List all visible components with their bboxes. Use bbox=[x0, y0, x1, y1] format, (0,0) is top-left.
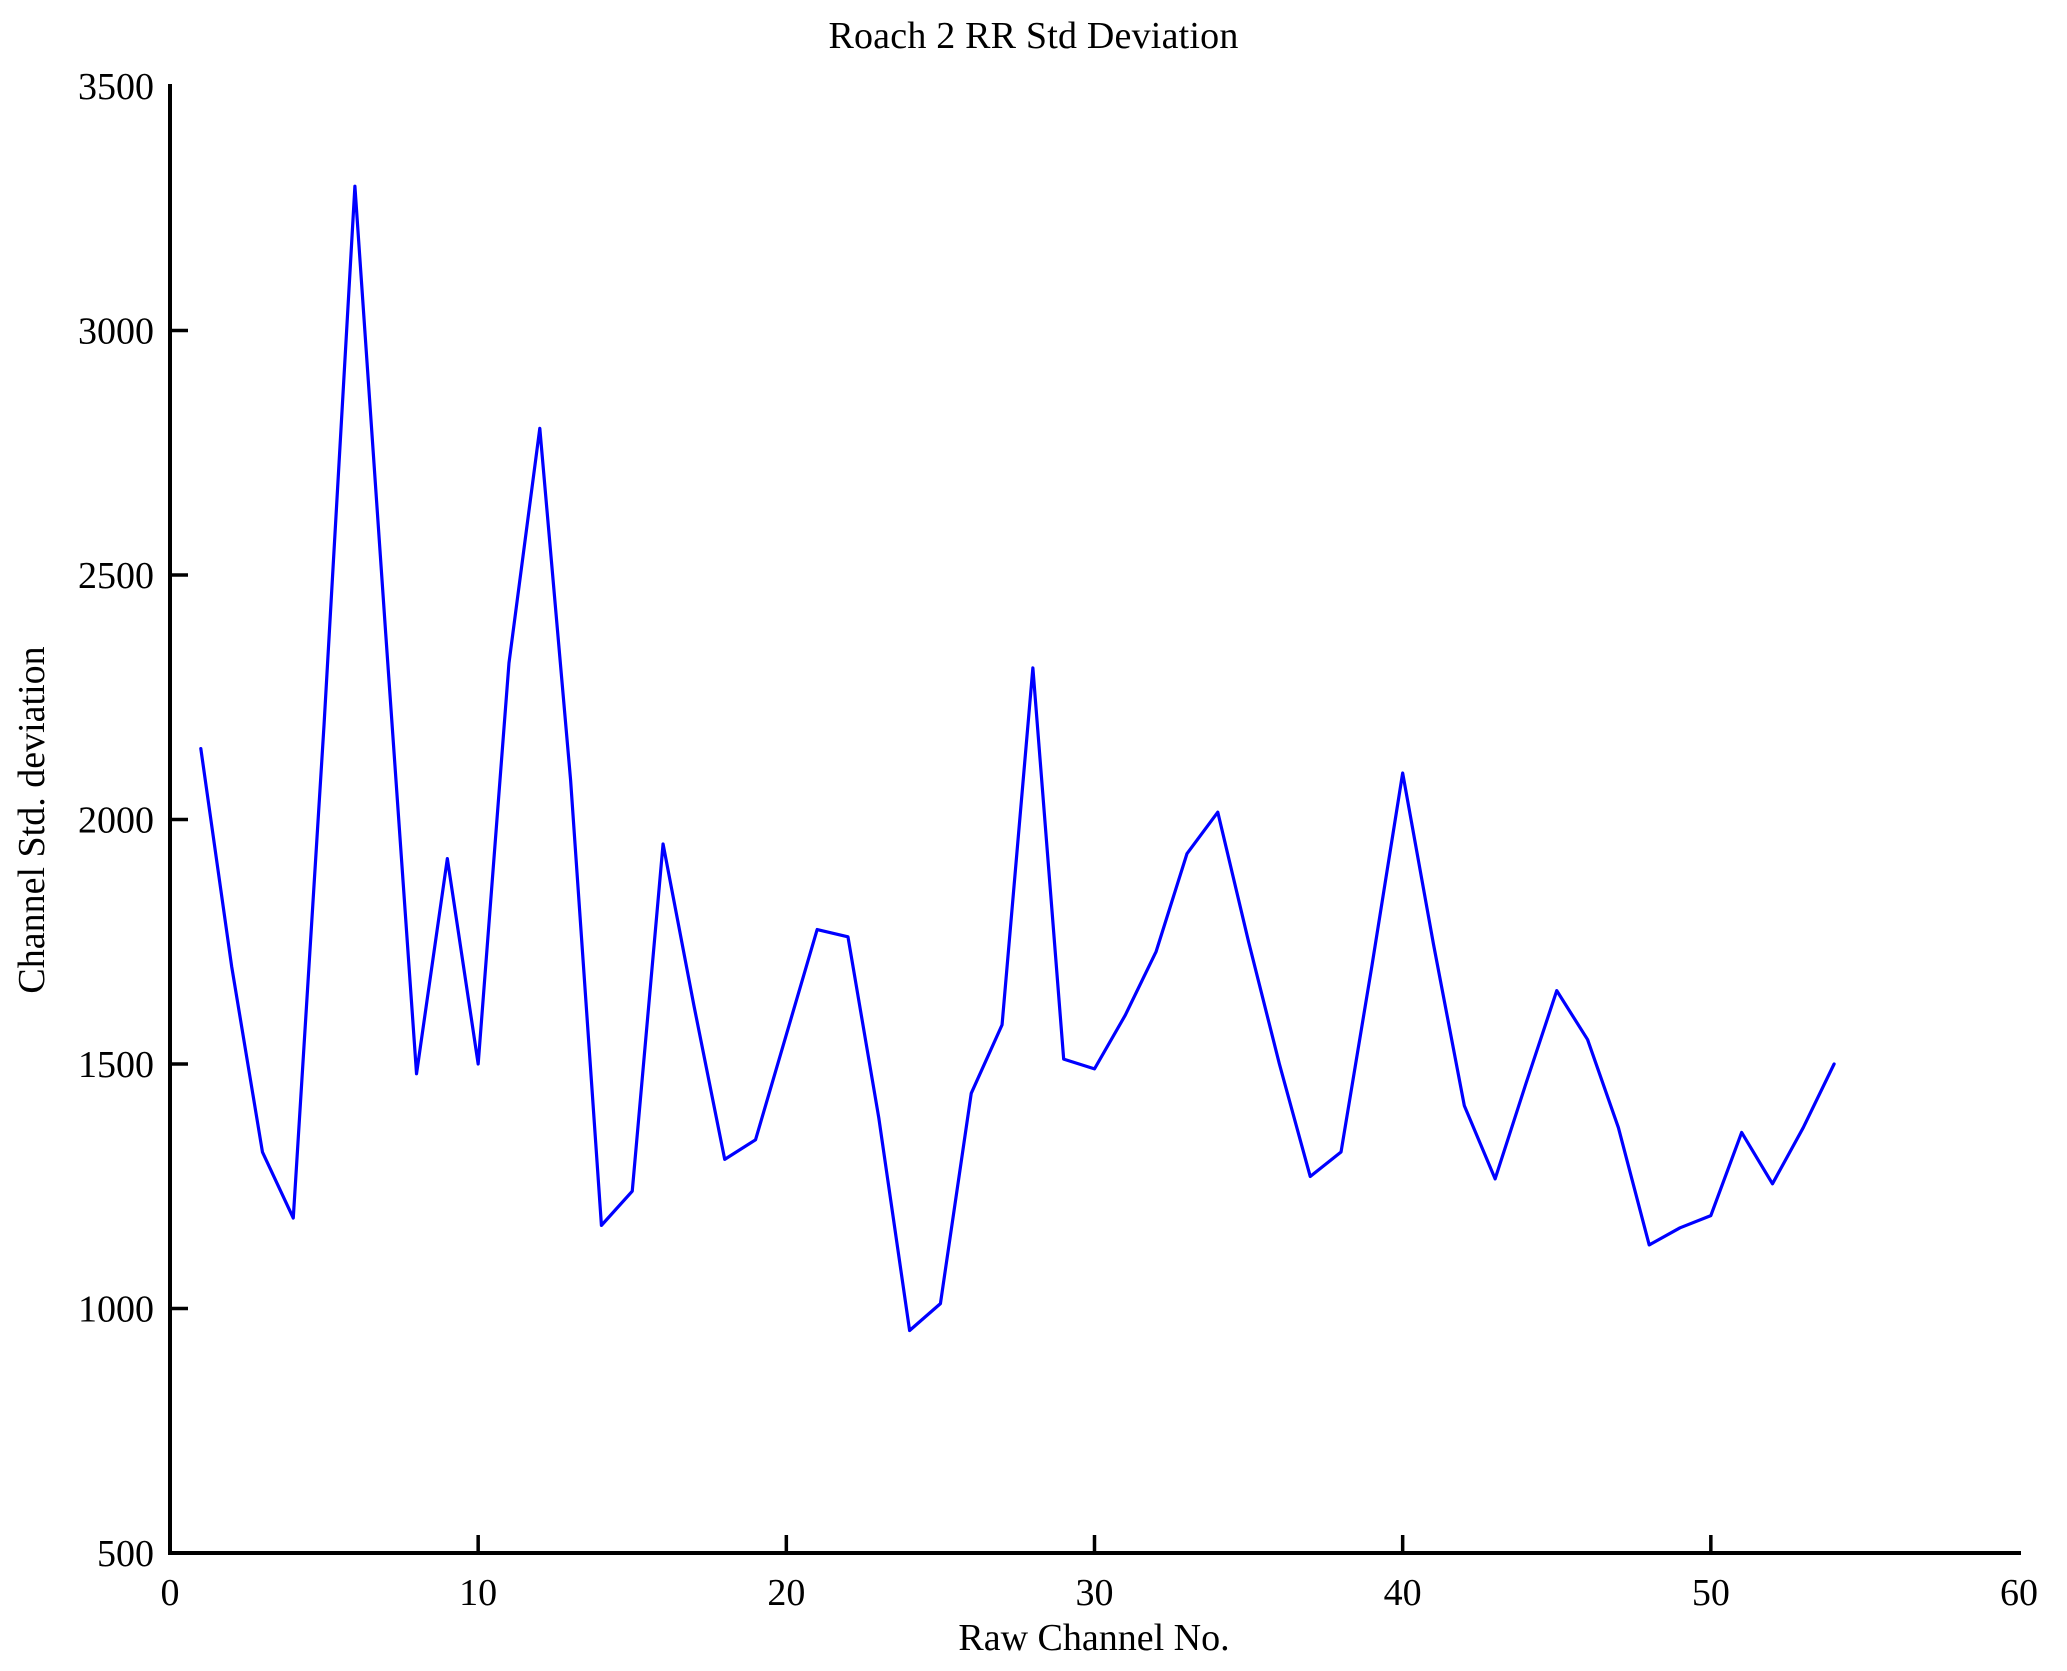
chart-title: Roach 2 RR Std Deviation bbox=[828, 15, 1239, 57]
y-tick-label: 3000 bbox=[78, 311, 154, 353]
x-tick-label: 0 bbox=[161, 1572, 180, 1614]
x-tick-label: 60 bbox=[2000, 1572, 2038, 1614]
x-axis-tick-labels: 0 10 20 30 40 50 60 bbox=[161, 1572, 2039, 1614]
y-tick-label: 2500 bbox=[78, 555, 154, 597]
x-axis-title: Raw Channel No. bbox=[958, 1617, 1229, 1659]
data-series-line bbox=[199, 184, 1836, 1333]
y-tick-label: 2000 bbox=[78, 800, 154, 842]
y-tick-label: 1500 bbox=[78, 1044, 154, 1086]
y-axis-ticks bbox=[170, 328, 188, 1311]
x-tick-label: 50 bbox=[1692, 1572, 1730, 1614]
x-axis-ticks bbox=[476, 1535, 1713, 1553]
x-tick-label: 30 bbox=[1076, 1572, 1114, 1614]
y-axis-title: Channel Std. deviation bbox=[11, 646, 53, 993]
y-tick-label: 1000 bbox=[78, 1289, 154, 1331]
x-tick-label: 10 bbox=[459, 1572, 497, 1614]
x-tick-label: 40 bbox=[1384, 1572, 1422, 1614]
y-tick-label: 3500 bbox=[78, 66, 154, 108]
y-tick-label: 500 bbox=[97, 1533, 154, 1575]
x-tick-label: 20 bbox=[767, 1572, 805, 1614]
y-axis-tick-labels: 500 1000 1500 2000 2500 3000 3500 bbox=[78, 66, 154, 1575]
axis-frame bbox=[168, 84, 2021, 1555]
